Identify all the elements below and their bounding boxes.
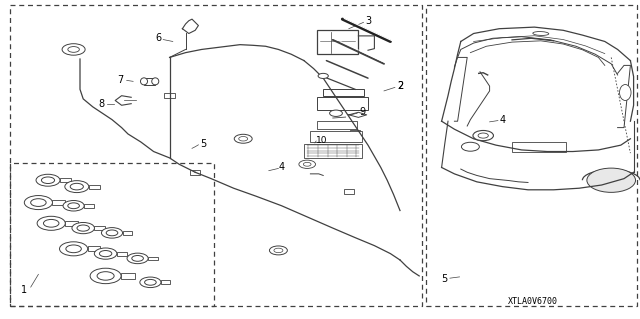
Circle shape — [269, 246, 287, 255]
Bar — [84, 204, 93, 208]
Bar — [60, 178, 71, 182]
Bar — [161, 280, 170, 284]
Bar — [65, 221, 78, 226]
Circle shape — [318, 73, 328, 78]
Circle shape — [473, 130, 493, 141]
Text: 3: 3 — [365, 16, 372, 26]
Bar — [323, 89, 364, 96]
Bar — [88, 246, 100, 251]
Circle shape — [94, 248, 117, 259]
Ellipse shape — [620, 85, 631, 100]
Circle shape — [65, 181, 89, 193]
Circle shape — [127, 253, 148, 263]
Ellipse shape — [141, 78, 148, 85]
Text: 6: 6 — [156, 33, 162, 43]
Circle shape — [60, 242, 88, 256]
Bar — [304, 144, 362, 158]
Bar — [512, 142, 566, 152]
Circle shape — [24, 196, 52, 210]
Bar — [190, 170, 200, 175]
Circle shape — [72, 222, 95, 234]
Ellipse shape — [533, 32, 548, 35]
Bar — [164, 93, 175, 98]
Text: 5: 5 — [442, 274, 448, 284]
Text: 8: 8 — [98, 99, 104, 109]
Circle shape — [587, 168, 636, 192]
Text: 5: 5 — [200, 138, 207, 149]
Bar — [148, 256, 157, 260]
Circle shape — [299, 160, 316, 168]
Bar — [117, 252, 127, 256]
Bar — [317, 30, 358, 54]
Bar — [89, 184, 100, 189]
Bar — [317, 121, 357, 129]
Text: 7: 7 — [117, 75, 124, 85]
Bar — [310, 131, 362, 142]
Bar — [121, 273, 135, 278]
Circle shape — [37, 216, 65, 230]
Bar — [10, 163, 214, 306]
Text: 4: 4 — [278, 162, 285, 173]
Circle shape — [63, 201, 84, 211]
Bar — [10, 5, 422, 306]
Text: 2: 2 — [397, 81, 403, 91]
Text: 1: 1 — [21, 285, 28, 295]
Text: 9: 9 — [359, 107, 365, 117]
Circle shape — [36, 174, 60, 186]
Circle shape — [330, 110, 342, 116]
Circle shape — [461, 142, 479, 151]
Bar — [426, 5, 637, 306]
Circle shape — [90, 268, 121, 284]
Circle shape — [101, 228, 123, 238]
Text: 4: 4 — [500, 115, 506, 125]
Bar — [144, 78, 156, 85]
Ellipse shape — [152, 78, 159, 85]
Text: XTLA0V6700: XTLA0V6700 — [508, 297, 557, 306]
Bar — [52, 200, 65, 205]
Bar — [123, 231, 132, 235]
Circle shape — [234, 134, 252, 143]
Circle shape — [140, 277, 161, 288]
Text: 10: 10 — [316, 137, 327, 145]
Bar — [350, 130, 360, 135]
Text: 2: 2 — [397, 81, 403, 91]
Bar — [344, 189, 354, 194]
Bar — [317, 97, 368, 110]
Bar — [95, 226, 104, 230]
Circle shape — [62, 44, 85, 55]
